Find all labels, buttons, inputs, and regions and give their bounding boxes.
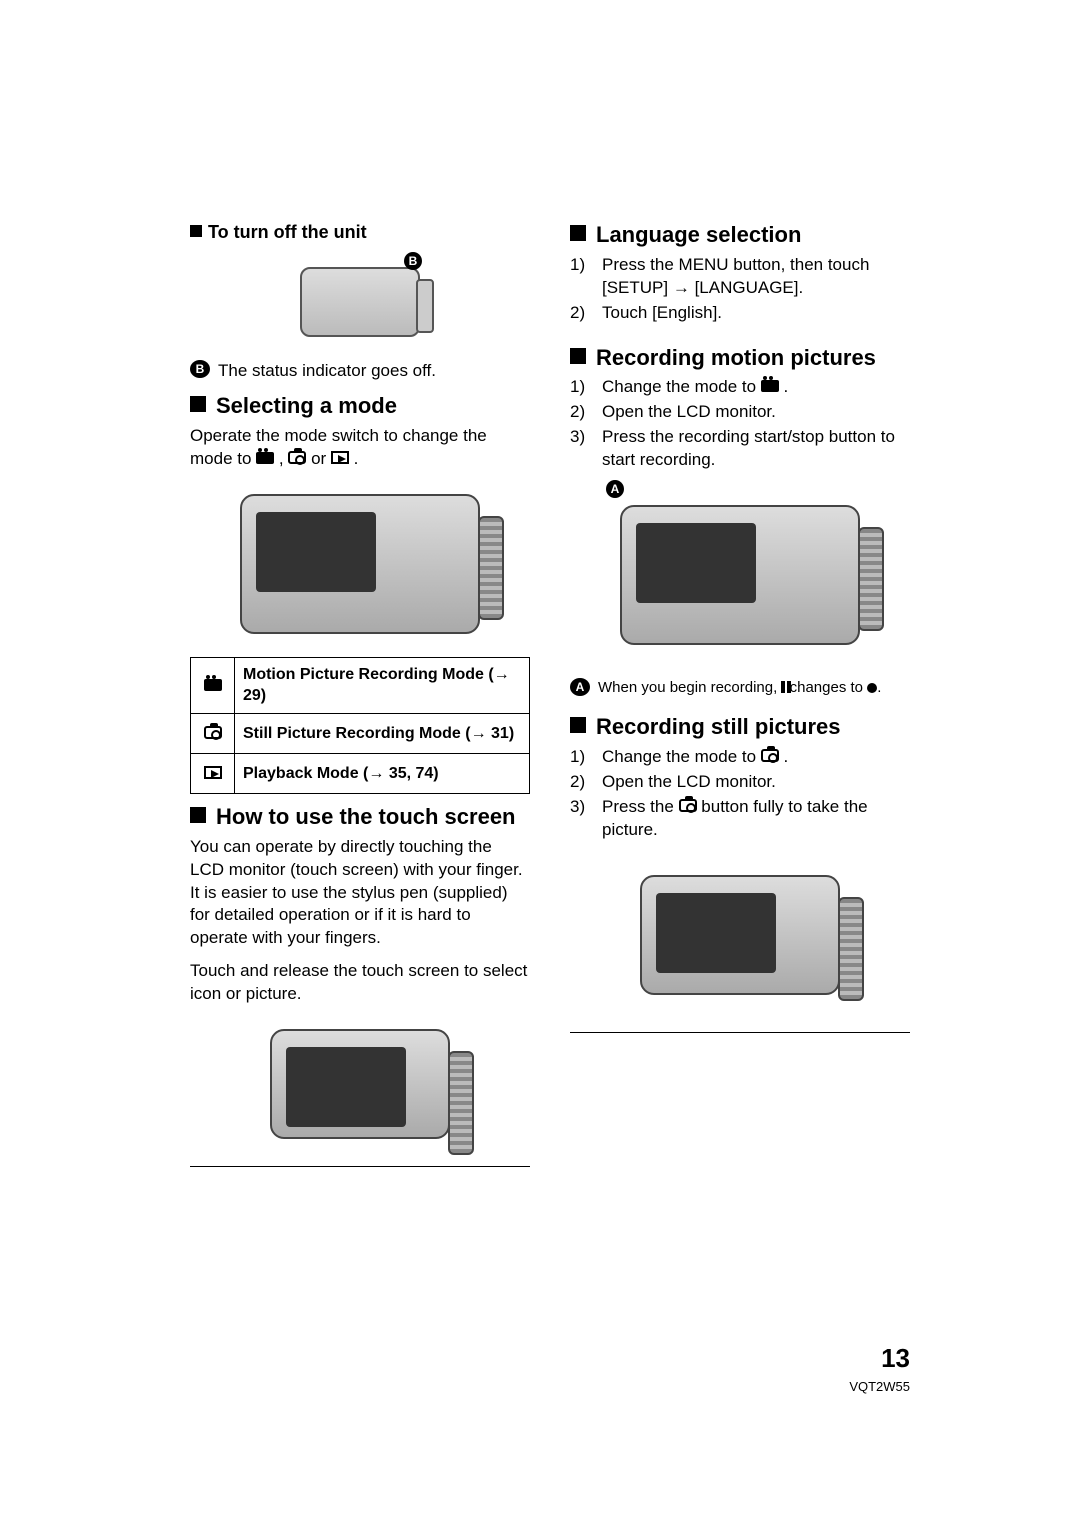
step-number: 3) xyxy=(570,796,594,842)
touch-screen-illustration xyxy=(250,1014,470,1154)
rec-still-steps: 1) Change the mode to . 2) Open the LCD m… xyxy=(570,746,910,842)
selecting-mode-body: Operate the mode switch to change the mo… xyxy=(190,425,530,471)
step-text: Change the mode to . xyxy=(602,746,788,769)
language-steps: 1)Press the MENU button, then touch [SET… xyxy=(570,254,910,325)
callout-b-icon: B xyxy=(404,252,422,270)
list-item: 1) Change the mode to . xyxy=(570,376,910,399)
callout-b-bullet-icon: B xyxy=(190,360,210,378)
divider xyxy=(190,1166,530,1167)
callout-a-icon: A xyxy=(606,480,624,498)
mode-label-cell: Still Picture Recording Mode (→ 31) xyxy=(235,713,530,753)
mode-icon-cell xyxy=(191,657,235,713)
rec-motion-note-text: When you begin recording, changes to . xyxy=(598,678,881,698)
list-item: 1) Change the mode to . xyxy=(570,746,910,769)
camera-mode-icon xyxy=(761,749,779,762)
table-row: Still Picture Recording Mode (→ 31) xyxy=(191,713,530,753)
touch-screen-heading-text: How to use the touch screen xyxy=(216,804,516,829)
mode-table: Motion Picture Recording Mode (→ 29) Sti… xyxy=(190,657,530,794)
rec-motion-steps: 1) Change the mode to . 2) Open the LCD m… xyxy=(570,376,910,472)
list-item: 3) Press the button fully to take the pi… xyxy=(570,796,910,842)
camera-mode-icon xyxy=(204,726,222,739)
mode-label-cell: Playback Mode (→ 35, 74) xyxy=(235,753,530,793)
video-mode-icon xyxy=(204,679,222,691)
step-text: Change the mode to . xyxy=(602,376,788,399)
step-number: 1) xyxy=(570,254,594,300)
rec-motion-heading-text: Recording motion pictures xyxy=(596,345,876,370)
step-number: 2) xyxy=(570,401,594,424)
step-text: Open the LCD monitor. xyxy=(602,401,776,424)
page-footer: 13 VQT2W55 xyxy=(849,1341,910,1396)
rec-motion-heading: Recording motion pictures xyxy=(570,343,910,373)
touch-screen-para1: You can operate by directly touching the… xyxy=(190,836,530,951)
step-suffix: . xyxy=(784,377,789,396)
step-text: Press the recording start/stop button to… xyxy=(602,426,910,472)
document-code: VQT2W55 xyxy=(849,1378,910,1396)
selecting-mode-mid2: or xyxy=(311,449,331,468)
right-column: Language selection 1)Press the MENU butt… xyxy=(570,220,910,1179)
page-number: 13 xyxy=(849,1341,910,1376)
left-column: To turn off the unit B B The status indi… xyxy=(190,220,530,1179)
turn-off-illustration: B xyxy=(270,252,450,352)
note-mid: changes to xyxy=(790,679,868,696)
touch-screen-heading: How to use the touch screen xyxy=(190,802,530,832)
callout-a-bullet-icon: A xyxy=(570,678,590,696)
step-number: 2) xyxy=(570,771,594,794)
step-text: Press the button fully to take the pictu… xyxy=(602,796,910,842)
mode-icon-cell xyxy=(191,713,235,753)
record-icon xyxy=(867,683,877,693)
note-prefix: When you begin recording, xyxy=(598,679,781,696)
camera-mode-icon xyxy=(679,799,697,812)
selecting-mode-heading-text: Selecting a mode xyxy=(216,393,397,418)
rec-motion-illustration: A xyxy=(590,480,890,670)
step-text: Press the MENU button, then touch [SETUP… xyxy=(602,254,910,300)
step-prefix: Change the mode to xyxy=(602,747,761,766)
step-prefix: Change the mode to xyxy=(602,377,761,396)
list-item: 2) Touch [English]. xyxy=(570,302,910,325)
list-item: 2) Open the LCD monitor. xyxy=(570,401,910,424)
playback-mode-icon xyxy=(204,766,222,779)
turn-off-note: B The status indicator goes off. xyxy=(190,360,530,383)
pause-icon xyxy=(781,681,785,693)
camera-mode-icon xyxy=(288,451,306,464)
list-item: 2) Open the LCD monitor. xyxy=(570,771,910,794)
step-number: 1) xyxy=(570,746,594,769)
touch-screen-para2: Touch and release the touch screen to se… xyxy=(190,960,530,1006)
step-text: Open the LCD monitor. xyxy=(602,771,776,794)
selecting-mode-mid1: , xyxy=(279,449,288,468)
step-text: Touch [English]. xyxy=(602,302,722,325)
video-mode-icon xyxy=(256,452,274,464)
list-item: 3)Press the recording start/stop button … xyxy=(570,426,910,472)
turn-off-note-text: The status indicator goes off. xyxy=(218,360,436,383)
language-heading-text: Language selection xyxy=(596,222,801,247)
list-item: 1)Press the MENU button, then touch [SET… xyxy=(570,254,910,300)
mode-icon-cell xyxy=(191,753,235,793)
table-row: Playback Mode (→ 35, 74) xyxy=(191,753,530,793)
turn-off-heading: To turn off the unit xyxy=(190,220,530,244)
turn-off-heading-text: To turn off the unit xyxy=(208,222,367,242)
step-number: 3) xyxy=(570,426,594,472)
note-suffix: . xyxy=(877,679,881,696)
step-suffix: . xyxy=(784,747,789,766)
mode-label-cell: Motion Picture Recording Mode (→ 29) xyxy=(235,657,530,713)
divider xyxy=(570,1032,910,1033)
rec-still-heading-text: Recording still pictures xyxy=(596,714,841,739)
step-number: 2) xyxy=(570,302,594,325)
playback-mode-icon xyxy=(331,451,349,464)
table-row: Motion Picture Recording Mode (→ 29) xyxy=(191,657,530,713)
selecting-mode-heading: Selecting a mode xyxy=(190,391,530,421)
rec-still-illustration xyxy=(610,850,870,1020)
language-heading: Language selection xyxy=(570,220,910,250)
step-number: 1) xyxy=(570,376,594,399)
rec-still-heading: Recording still pictures xyxy=(570,712,910,742)
rec-motion-note: A When you begin recording, changes to . xyxy=(570,678,910,698)
selecting-mode-suffix: . xyxy=(354,449,359,468)
video-mode-icon xyxy=(761,380,779,392)
mode-switch-illustration xyxy=(210,479,510,649)
step-prefix: Press the xyxy=(602,797,679,816)
